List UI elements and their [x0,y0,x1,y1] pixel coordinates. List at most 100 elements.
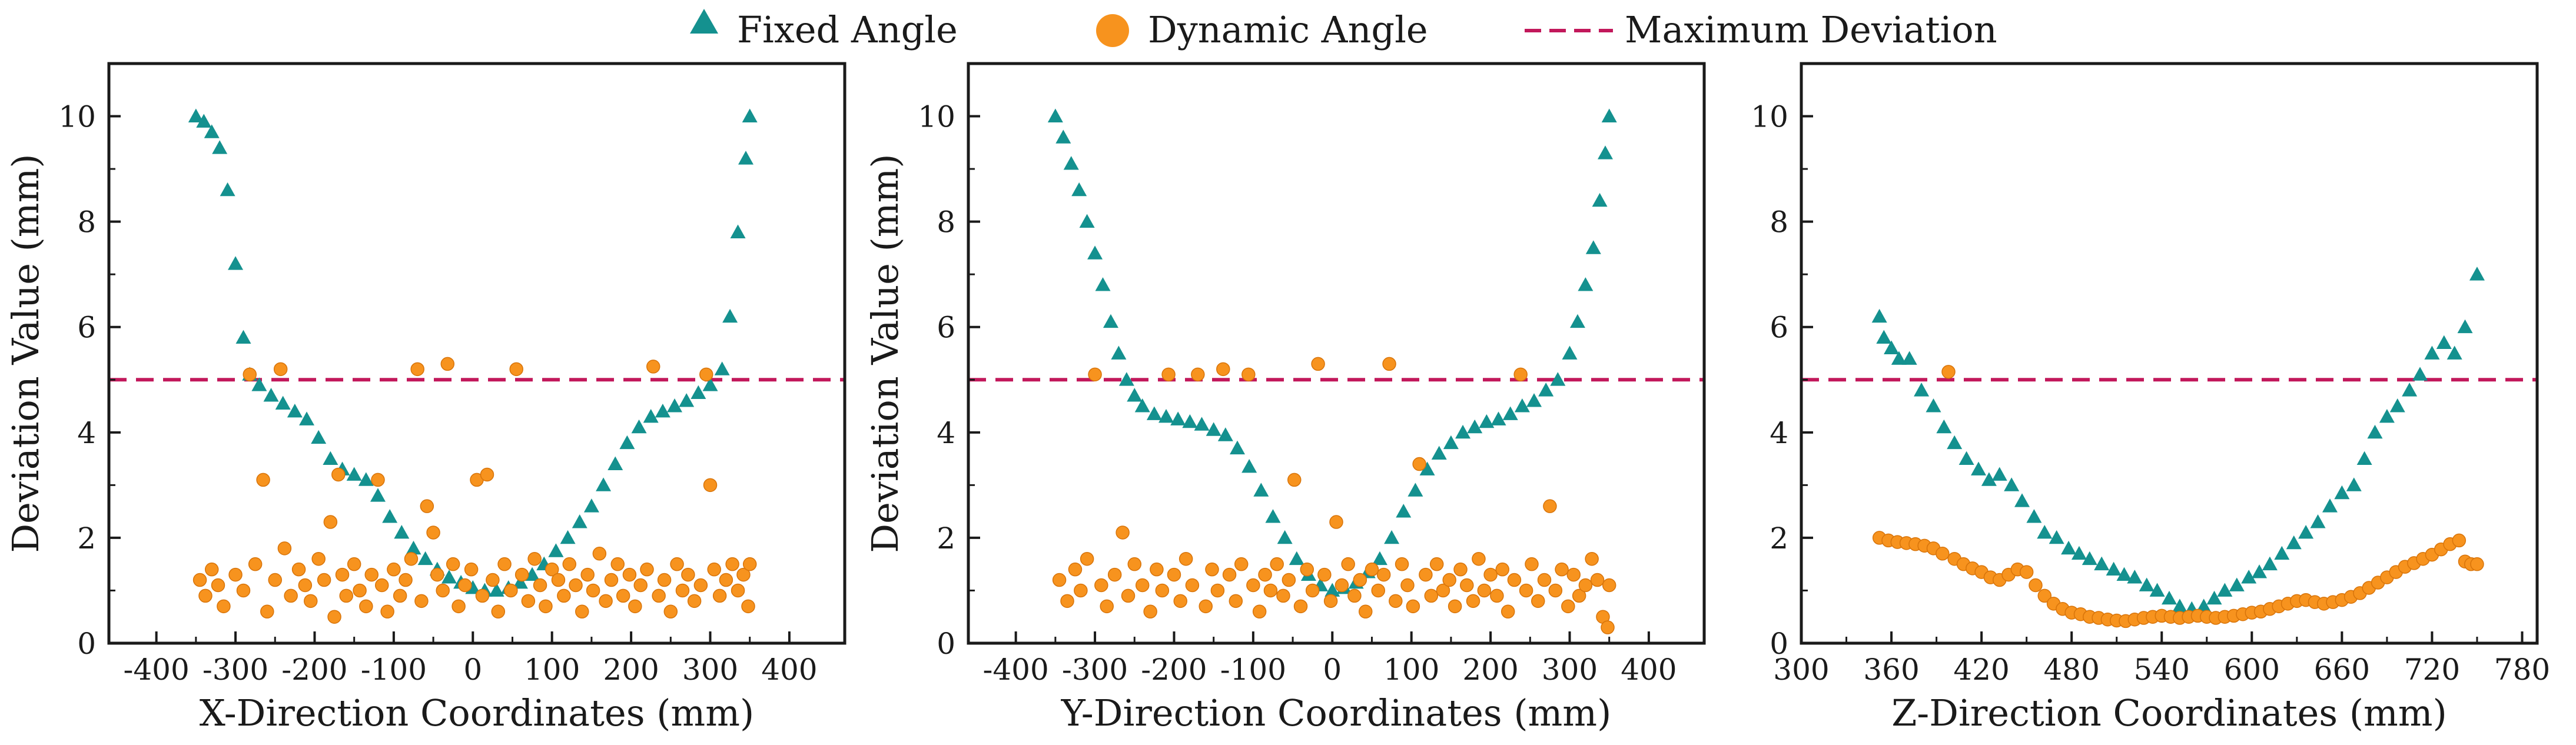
fixed-angle-point [738,151,753,165]
fixed-angle-point [1936,419,1952,434]
dynamic-angle-point [1068,562,1083,577]
fixed-angle-point [406,540,421,555]
dynamic-angle-point [458,578,472,593]
dynamic-angle-point [291,562,306,577]
dynamic-angle-point [1347,588,1362,603]
dynamic-angle-point [1566,567,1581,582]
y-tick-label: 6 [1770,311,1788,345]
x-tick-label: -400 [982,653,1048,687]
x-axis-title: Z-Direction Coordinates (mm) [1891,691,2447,734]
fixed-angle-point [691,385,706,400]
fixed-angle-point [2162,590,2177,605]
dynamic-angle-point [1276,588,1290,603]
fixed-angle-point [1491,411,1506,425]
dynamic-angle-point [1216,362,1230,377]
dynamic-angle-point [509,362,523,377]
fixed-angle-point [1455,424,1471,439]
dynamic-angle-point [228,567,243,582]
fixed-angle-point [2356,451,2372,465]
fixed-angle-point [2014,493,2030,507]
y-tick-label: 2 [1770,521,1788,556]
dynamic-angle-point [1305,583,1320,598]
dynamic-angle-point [604,573,619,587]
dynamic-angle-point [1317,567,1332,582]
dynamic-angle-point [1353,573,1367,587]
x-tick-label: -100 [1220,653,1286,687]
dynamic-angle-point [1483,567,1498,582]
fixed-angle-point [714,361,730,375]
x-tick-label: 360 [1863,653,1919,687]
dynamic-angle-point [533,578,547,593]
dynamic-angle-point [1513,367,1528,382]
chart-panel-y: -400 -300 -200 -100 0 100 200 300 400 0 2 4 6 8 10 Y-D… [864,62,1706,734]
fixed-angle-point [2071,546,2087,560]
x-tick-label: 200 [1462,653,1518,687]
dynamic-angle-point [2019,565,2034,579]
fixed-angle-point [417,551,433,566]
fixed-angle-point [702,377,718,391]
dynamic-angle-point [380,604,394,619]
dynamic-angle-point [1052,573,1067,587]
fixed-angle-point [1871,308,1887,323]
chart-panel-z: 300 360 420 480 540 600 660 720 780 0 2 4 6 8 10 Z-Dir… [1751,62,2550,734]
dynamic-angle-point [284,588,298,603]
fixed-angle-point [1526,393,1542,407]
dynamic-angle-point [1329,515,1343,529]
fixed-angle-point [730,224,746,238]
dynamic-angle-point [712,588,727,603]
dynamic-angle-point [211,578,225,593]
dynamic-angle-point [1555,562,1569,577]
fixed-angle-point [2286,535,2302,550]
x-tick-label: 400 [761,653,817,687]
dynamic-angle-point [192,573,207,587]
fixed-angle-point [2262,556,2278,571]
x-tick-label: 0 [463,653,482,687]
fixed-angle-point [2436,335,2452,349]
dynamic-angle-point [440,357,455,371]
y-tick-label: 4 [937,416,955,450]
dynamic-angle-point [545,562,559,577]
fixed-angle-point [2049,530,2064,544]
fixed-angle-point [2379,408,2395,423]
dynamic-angle-point [311,551,326,566]
fixed-angle-point [1134,398,1150,413]
dynamic-angle-point [1382,357,1396,371]
fixed-angle-point [2334,485,2350,500]
dynamic-angle-point [687,594,702,608]
dynamic-series [1052,357,1616,634]
dynamic-angle-point [1179,551,1193,566]
fixed-series [1871,267,2485,616]
fixed-angle-point [2026,509,2042,523]
dynamic-angle-point [1080,551,1094,566]
dynamic-angle-point [364,567,379,582]
fixed-angle-point [655,404,670,418]
dynamic-angle-point [475,588,490,603]
dynamic-angle-point [359,599,373,614]
fixed-angle-point [2172,598,2187,613]
dynamic-angle-point [1341,557,1355,571]
fixed-angle-point [1601,108,1617,122]
dynamic-angle-point [1601,620,1615,634]
dynamic-angle-point [616,588,630,603]
dynamic-angle-point [610,557,625,571]
dynamic-angle-point [374,578,389,593]
fixed-angle-point [722,308,738,323]
fixed-angle-point [1569,314,1585,328]
fixed-angle-point [1063,156,1079,170]
fixed-angle-point [263,388,279,402]
fixed-angle-point [1431,445,1447,460]
fixed-angle-point [1479,414,1495,428]
fixed-angle-point [1265,509,1281,523]
dynamic-angle-point [557,588,571,603]
dynamic-angle-point [1561,599,1575,614]
dynamic-angle-point [414,594,429,608]
fixed-angle-point [382,509,398,523]
dynamic-angle-point [1335,578,1349,593]
dynamic-angle-point [327,610,341,624]
fixed-angle-point [1592,192,1608,207]
fixed-angle-point [2367,424,2383,439]
fixed-angle-point [1071,182,1087,197]
dynamic-angle-point [1389,594,1403,608]
dynamic-angle-point [1161,367,1176,382]
